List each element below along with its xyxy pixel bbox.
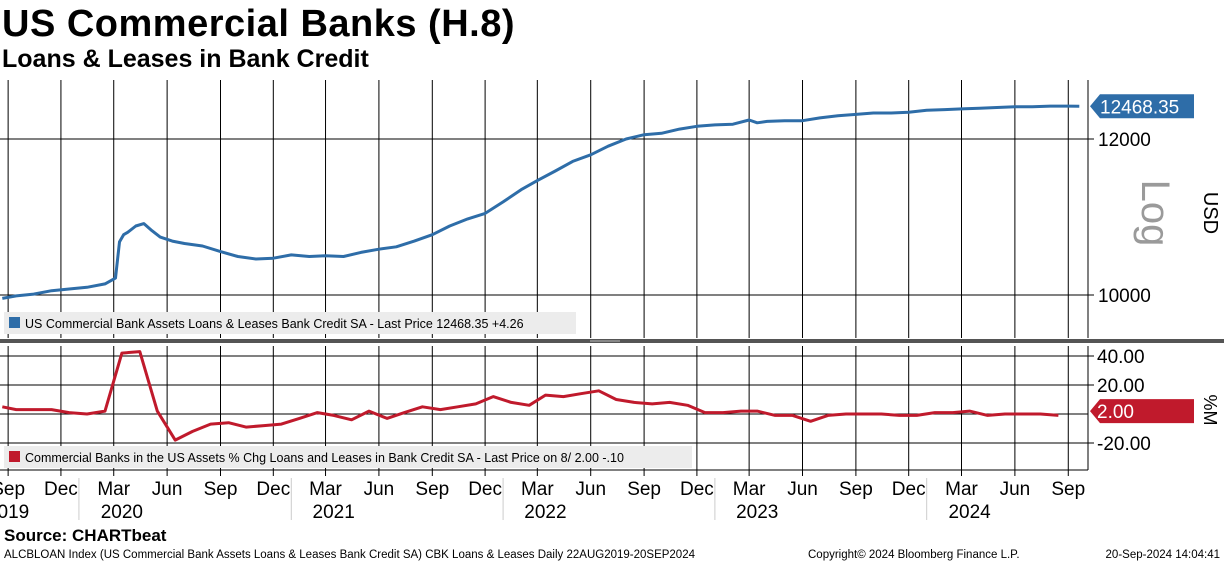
x-tick-label-month: Sep	[0, 479, 25, 500]
x-tick-label-month: Jun	[364, 479, 395, 500]
x-tick-label-month: Dec	[680, 479, 714, 500]
chart-title: US Commercial Banks (H.8)	[2, 3, 515, 45]
x-tick-label-month: Dec	[44, 479, 78, 500]
y-tick-label-top: 12000	[1098, 130, 1151, 151]
legend-box-top	[4, 312, 576, 334]
x-tick-label-month: Jun	[1000, 479, 1031, 500]
x-tick-label-month: Sep	[1051, 479, 1085, 500]
x-tick-label-year: 2024	[948, 502, 991, 523]
y-tick-label-bottom: 20.00	[1097, 376, 1145, 397]
source-label: Source: CHARTbeat	[4, 526, 167, 545]
last-price-value-bottom: 2.00	[1097, 402, 1134, 423]
scale-label-log: Log	[1133, 180, 1177, 247]
x-tick-label-month: Mar	[97, 479, 130, 500]
x-tick-label-month: Dec	[468, 479, 502, 500]
x-tick-label-month: Sep	[415, 479, 449, 500]
legend-box-bottom	[4, 446, 692, 468]
x-tick-label-month: Jun	[575, 479, 606, 500]
legend-label-bottom: Commercial Banks in the US Assets % Chg …	[25, 451, 624, 465]
footer-ticker-info: ALCBLOAN Index (US Commercial Bank Asset…	[4, 549, 695, 561]
y-tick-label-bottom: -20.00	[1097, 434, 1151, 455]
footer-timestamp: 20-Sep-2024 14:04:41	[1105, 549, 1220, 561]
series-line-loans	[2, 104, 1080, 300]
x-tick-label-month: Mar	[309, 479, 342, 500]
x-tick-label-month: Mar	[733, 479, 766, 500]
series-line-pct-chg	[2, 350, 1059, 442]
last-price-tag-bottom	[1090, 399, 1194, 424]
x-tick-label-month: Jun	[152, 479, 183, 500]
x-tick-label-month: Sep	[839, 479, 873, 500]
x-tick-label-month: Dec	[256, 479, 290, 500]
legend-swatch-top	[9, 317, 20, 328]
y-tick-label-top: 10000	[1098, 286, 1151, 307]
x-tick-label-month: Dec	[892, 479, 926, 500]
x-tick-label-year: 2023	[736, 502, 778, 523]
y-axis-title-bottom: %M	[1200, 395, 1220, 426]
chart-subtitle: Loans & Leases in Bank Credit	[2, 45, 369, 73]
x-tick-label-month: Mar	[521, 479, 554, 500]
last-price-tag-top	[1090, 94, 1194, 119]
x-tick-label-year: 2020	[101, 502, 143, 523]
legend-swatch-bottom	[9, 451, 20, 462]
last-price-value-top: 12468.35	[1100, 97, 1179, 118]
x-tick-label-month: Mar	[945, 479, 978, 500]
x-tick-label-month: Jun	[787, 479, 818, 500]
footer-copyright: Copyright© 2024 Bloomberg Finance L.P.	[808, 549, 1020, 561]
x-tick-label-month: Sep	[627, 479, 661, 500]
y-axis-title-top: USD	[1199, 192, 1221, 234]
y-tick-label-bottom: 40.00	[1097, 347, 1145, 368]
legend-label-top: US Commercial Bank Assets Loans & Leases…	[25, 317, 524, 331]
x-tick-label-year: 2021	[313, 502, 355, 523]
x-tick-label-year: 2019	[0, 502, 29, 523]
x-tick-label-month: Sep	[204, 479, 238, 500]
x-tick-label-year: 2022	[524, 502, 566, 523]
